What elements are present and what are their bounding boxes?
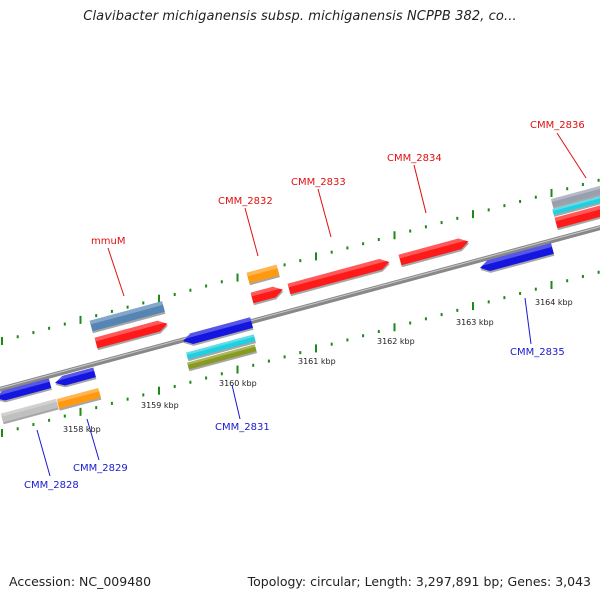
scale-label-3162: 3162 kbp bbox=[377, 337, 415, 346]
genome-backbone bbox=[0, 225, 600, 392]
gene-label-CMM_2833[interactable]: CMM_2833 bbox=[291, 177, 346, 188]
gene-features bbox=[0, 184, 600, 425]
leader-CMM_2836 bbox=[557, 133, 586, 178]
leader-CMM_2833 bbox=[318, 189, 331, 237]
leader-CMM_2835 bbox=[525, 298, 531, 344]
accession-text: Accession: NC_009480 bbox=[9, 574, 151, 589]
leader-CMM_2834 bbox=[414, 165, 426, 213]
gene-bar-CMM_2832-red[interactable] bbox=[251, 284, 285, 305]
scale-label-3161: 3161 kbp bbox=[298, 357, 336, 366]
gene-label-CMM_2835[interactable]: CMM_2835 bbox=[510, 347, 565, 358]
gene-bar-CMM_2832-orange[interactable] bbox=[247, 265, 280, 286]
scale-label-3158: 3158 kbp bbox=[63, 425, 101, 434]
scale-label-3164: 3164 kbp bbox=[535, 298, 573, 307]
gene-label-CMM_2831[interactable]: CMM_2831 bbox=[215, 422, 270, 433]
topology-text: Topology: circular; Length: 3,297,891 bp… bbox=[248, 574, 591, 589]
leader-CMM_2831 bbox=[232, 385, 240, 419]
scale-label-3163: 3163 kbp bbox=[456, 318, 494, 327]
gene-label-mmuM[interactable]: mmuM bbox=[91, 236, 125, 247]
scale-label-3160: 3160 kbp bbox=[219, 379, 257, 388]
gene-label-CMM_2829[interactable]: CMM_2829 bbox=[73, 463, 128, 474]
leader-mmuM bbox=[108, 248, 124, 296]
scale-label-3159: 3159 kbp bbox=[141, 401, 179, 410]
leader-CMM_2828 bbox=[37, 430, 50, 476]
gene-bar-CMM_2829-orange[interactable] bbox=[57, 388, 102, 411]
gene-label-CMM_2828[interactable]: CMM_2828 bbox=[24, 480, 79, 491]
genome-map: mmuM CMM_2832 CMM_2833 CMM_2834 CMM_2836… bbox=[0, 0, 600, 600]
gene-label-CMM_2834[interactable]: CMM_2834 bbox=[387, 153, 442, 164]
gene-label-CMM_2832[interactable]: CMM_2832 bbox=[218, 196, 273, 207]
gene-label-CMM_2836[interactable]: CMM_2836 bbox=[530, 120, 585, 131]
gene-bar-CMM_2834-red[interactable] bbox=[399, 236, 471, 267]
leader-CMM_2832 bbox=[245, 208, 258, 256]
